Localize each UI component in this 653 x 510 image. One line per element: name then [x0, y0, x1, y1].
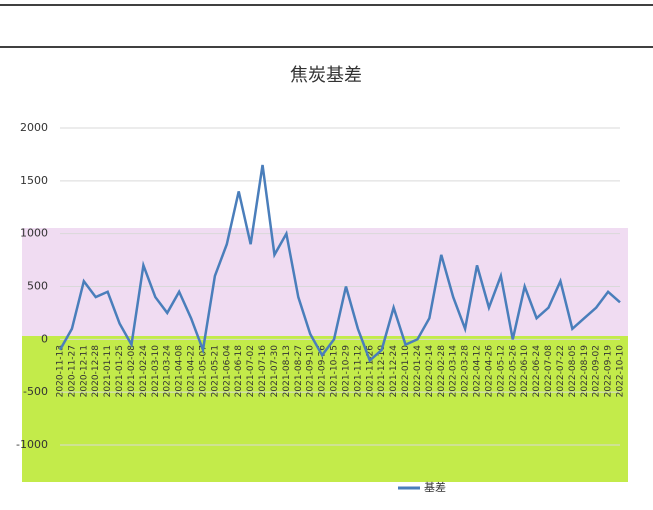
- x-tick-label: 2022-05-26: [508, 345, 518, 398]
- x-tick-label: 2021-10-29: [341, 345, 351, 398]
- x-tick-label: 2021-07-02: [246, 345, 256, 397]
- y-tick-label: -500: [23, 385, 48, 398]
- x-tick-label: 2022-03-28: [461, 345, 471, 398]
- x-tick-label: 2022-07-22: [556, 345, 566, 397]
- y-tick-label: 1500: [20, 174, 48, 187]
- y-tick-label: 2000: [20, 121, 48, 134]
- x-tick-label: 2022-10-10: [616, 345, 626, 398]
- x-tick-label: 2021-06-18: [234, 345, 244, 398]
- x-tick-label: 2022-06-24: [532, 345, 542, 398]
- x-tick-label: 2022-02-14: [425, 345, 435, 398]
- x-tick-label: 2021-08-13: [282, 345, 292, 397]
- x-tick-label: 2022-06-10: [520, 345, 530, 398]
- x-tick-label: 2021-05-07: [198, 345, 208, 397]
- x-tick-label: 2021-01-25: [115, 345, 125, 397]
- x-tick-label: 2021-10-15: [330, 345, 340, 397]
- x-tick-label: 2020-11-27: [67, 345, 77, 397]
- x-tick-label: 2021-11-26: [365, 345, 375, 398]
- x-tick-label: 2021-07-16: [258, 345, 268, 398]
- x-tick-label: 2021-02-24: [139, 345, 149, 398]
- x-tick-label: 2021-03-24: [163, 345, 173, 398]
- x-tick-label: 2022-04-26: [484, 345, 494, 398]
- x-tick-label: 2021-05-21: [210, 345, 220, 397]
- x-tick-label: 2021-07-30: [270, 345, 280, 398]
- x-tick-label: 2020-12-11: [79, 345, 89, 397]
- y-tick-label: -1000: [16, 438, 48, 451]
- x-tick-label: 2020-11-13: [56, 345, 66, 397]
- x-tick-label: 2021-08-27: [294, 345, 304, 397]
- x-tick-label: 2022-03-14: [449, 345, 459, 398]
- x-tick-label: 2021-12-24: [389, 345, 399, 398]
- glitch-band: [22, 228, 628, 336]
- x-tick-label: 2022-01-24: [413, 345, 423, 398]
- x-tick-label: 2022-04-12: [473, 345, 483, 397]
- x-tick-label: 2021-04-22: [187, 345, 197, 397]
- data-line: [58, 164, 621, 363]
- x-tick-label: 2022-01-10: [401, 345, 411, 398]
- x-tick-label: 2021-09-26: [318, 345, 328, 398]
- x-tick-label: 2021-03-10: [151, 345, 161, 398]
- y-tick-label: 500: [27, 280, 48, 293]
- x-tick-label: 2022-07-08: [544, 345, 554, 398]
- x-tick-label: 2022-09-02: [592, 345, 602, 397]
- x-tick-label: 2022-08-19: [580, 345, 590, 398]
- x-tick-label: 2022-05-12: [496, 345, 506, 397]
- legend-label: 基差: [424, 480, 446, 494]
- x-tick-label: 2022-02-28: [437, 345, 447, 398]
- x-tick-label: 2022-09-19: [604, 345, 614, 398]
- y-tick-label: 0: [41, 332, 48, 345]
- x-tick-label: 2021-11-12: [353, 345, 363, 397]
- x-tick-label: 2021-06-04: [222, 345, 232, 398]
- x-tick-label: 2022-08-05: [568, 345, 578, 397]
- chart-title: 焦炭基差: [290, 65, 362, 86]
- x-tick-label: 2021-09-10: [306, 345, 316, 398]
- x-tick-label: 2020-12-28: [91, 345, 101, 398]
- x-tick-label: 2021-12-10: [377, 345, 387, 398]
- y-tick-label: 1000: [20, 227, 48, 240]
- glitch-band: [22, 336, 628, 482]
- x-tick-label: 2021-01-11: [103, 345, 113, 397]
- x-tick-label: 2021-04-08: [175, 345, 185, 398]
- x-tick-label: 2021-02-08: [127, 345, 137, 398]
